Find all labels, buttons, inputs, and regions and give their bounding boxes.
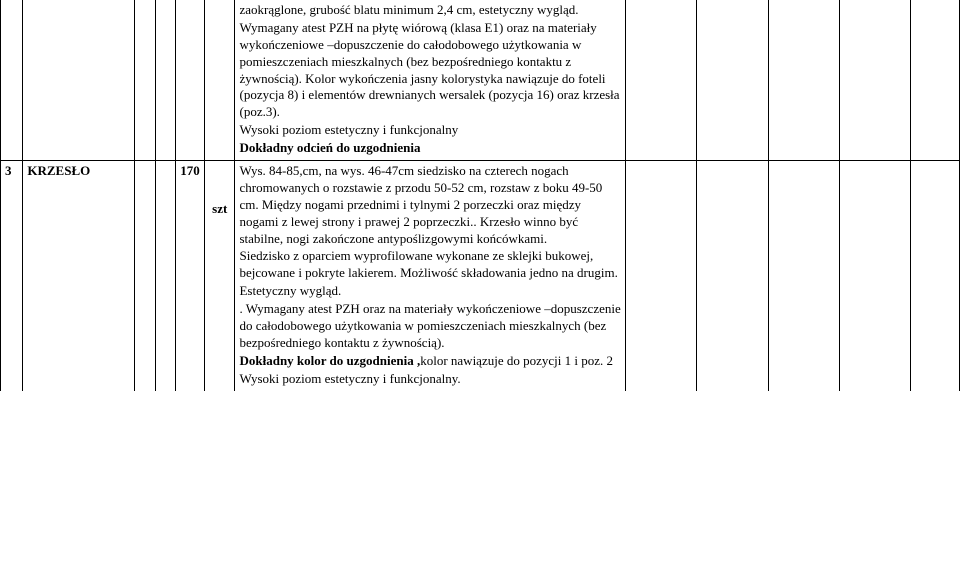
cell-num <box>1 0 23 161</box>
table-row: zaokrąglone, grubość blatu minimum 2,4 c… <box>1 0 960 161</box>
cell-name <box>23 0 135 161</box>
cell-description: Wys. 84-85,cm, na wys. 46-47cm siedzisko… <box>235 161 626 391</box>
cell-empty <box>768 0 839 161</box>
table-row: 3 KRZESŁO 170 szt Wys. 84-85,cm, na wys.… <box>1 161 960 391</box>
desc-text: kolor nawiązuje do pozycji 1 i poz. 2 <box>420 353 613 368</box>
cell-unit: szt <box>204 161 235 391</box>
cell-blank <box>155 0 175 161</box>
cell-description: zaokrąglone, grubość blatu minimum 2,4 c… <box>235 0 626 161</box>
cell-empty <box>697 0 768 161</box>
desc-text: zaokrąglone, grubość blatu minimum 2,4 c… <box>239 2 621 19</box>
desc-bold: Dokładny odcień do uzgodnienia <box>239 140 621 157</box>
cell-empty <box>768 161 839 391</box>
desc-text: Wysoki poziom estetyczny i funkcjonalny <box>239 122 621 139</box>
cell-name: KRZESŁO <box>23 161 135 391</box>
desc-mixed: Dokładny kolor do uzgodnienia ,kolor naw… <box>239 353 621 370</box>
desc-text: Wys. 84-85,cm, na wys. 46-47cm siedzisko… <box>239 163 621 247</box>
desc-text: Wymagany atest PZH na płytę wiórową (kla… <box>239 20 621 121</box>
cell-empty <box>626 161 697 391</box>
desc-text: Estetyczny wygląd. <box>239 283 621 300</box>
cell-blank <box>135 0 155 161</box>
cell-empty <box>911 161 960 391</box>
cell-unit <box>204 0 235 161</box>
cell-empty <box>839 0 910 161</box>
cell-empty <box>839 161 910 391</box>
desc-text: Wysoki poziom estetyczny i funkcjonalny. <box>239 371 621 388</box>
cell-blank <box>155 161 175 391</box>
desc-bold: Dokładny kolor do uzgodnienia , <box>239 353 420 368</box>
cell-empty <box>697 161 768 391</box>
cell-empty <box>911 0 960 161</box>
cell-qty: 170 <box>175 161 204 391</box>
cell-blank <box>135 161 155 391</box>
cell-qty <box>175 0 204 161</box>
cell-empty <box>626 0 697 161</box>
cell-num: 3 <box>1 161 23 391</box>
desc-text: Siedzisko z oparciem wyprofilowane wykon… <box>239 248 621 282</box>
spec-table: zaokrąglone, grubość blatu minimum 2,4 c… <box>0 0 960 391</box>
desc-text: . Wymagany atest PZH oraz na materiały w… <box>239 301 621 352</box>
